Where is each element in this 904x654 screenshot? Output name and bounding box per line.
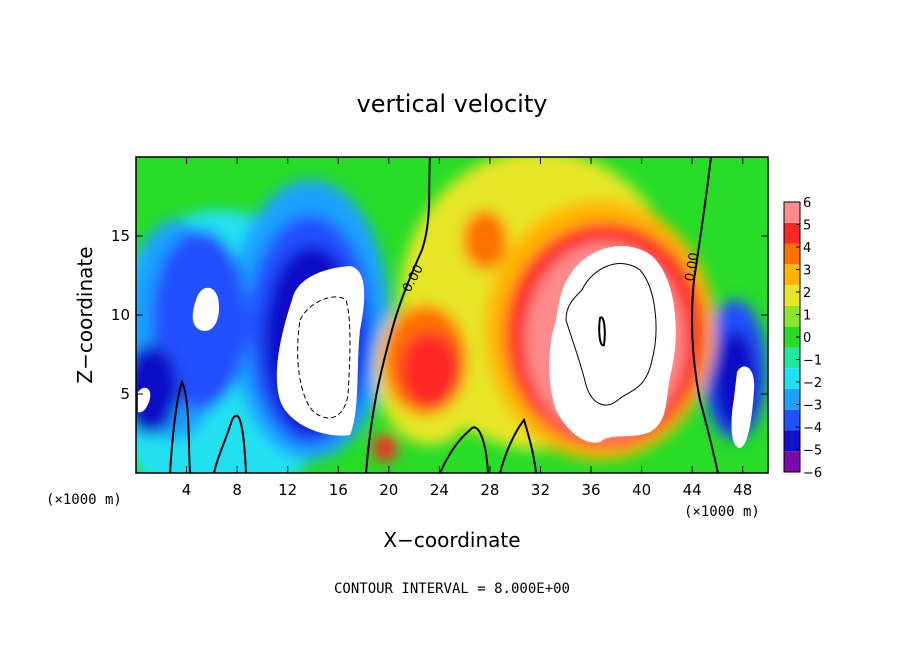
x-tick-label: 40 <box>632 481 651 499</box>
colorbar-swatch <box>784 388 800 410</box>
colorbar-label: −6 <box>803 466 822 481</box>
zero-contour <box>365 157 431 473</box>
y-axis-label: Z−coordinate <box>73 246 97 383</box>
colorbar-swatch <box>784 243 800 265</box>
colorbar-label: 6 <box>803 196 811 211</box>
contour-interval-note: CONTOUR INTERVAL = 8.000E+00 <box>334 581 570 597</box>
colorbar-swatch <box>784 222 800 244</box>
colorbar-swatch <box>784 368 800 389</box>
field-blob <box>400 332 460 408</box>
y-tick-label: 5 <box>120 385 130 403</box>
y-axis: 5 10 15 <box>111 227 768 403</box>
x-unit-left: (×1000 m) <box>46 492 122 508</box>
x-tick-label: 4 <box>182 481 192 499</box>
colorbar-swatch <box>784 305 800 327</box>
downdraft-core <box>192 287 220 331</box>
y-tick-label: 15 <box>111 227 130 245</box>
colorbar-swatch <box>784 347 800 369</box>
downdraft-core <box>731 366 755 448</box>
colorbar-swatch <box>784 451 800 472</box>
x-tick-label: 8 <box>232 481 242 499</box>
colorbar-swatch <box>784 326 800 348</box>
colorbar-swatch <box>784 285 800 306</box>
x-tick-label: 32 <box>531 481 550 499</box>
x-axis: 4 8 12 16 20 24 28 32 36 40 44 48 <box>182 157 752 499</box>
colorbar-swatch <box>784 409 800 431</box>
zero-contour <box>499 417 537 473</box>
x-tick-label: 20 <box>379 481 398 499</box>
colorbar-swatch <box>784 264 800 286</box>
colorbar-swatch <box>784 202 800 223</box>
zero-contour <box>439 426 489 473</box>
colorbar-label: 0 <box>803 331 811 346</box>
x-tick-label: 24 <box>430 481 449 499</box>
heatmap-field <box>136 157 768 473</box>
colorbar: 6 5 4 3 2 1 0 −1 −2 −3 −4 −5 −6 <box>783 196 822 481</box>
colorbar-label: −3 <box>803 399 822 414</box>
field-blob <box>136 345 178 435</box>
positive-contour <box>565 263 657 406</box>
colorbar-label: −1 <box>803 354 822 369</box>
colorbar-label: 4 <box>803 241 811 256</box>
colorbar-label: −2 <box>803 376 822 391</box>
negative-contour <box>297 296 351 419</box>
colorbar-label: 2 <box>803 286 811 301</box>
y-tick-label: 10 <box>111 306 130 324</box>
updraft-core <box>549 246 676 443</box>
colorbar-swatch <box>784 430 800 452</box>
colorbar-label: −4 <box>803 421 822 436</box>
x-tick-label: 36 <box>581 481 600 499</box>
contour-label: 0.00 <box>683 251 703 282</box>
downdraft-core <box>276 266 365 436</box>
zero-contour <box>213 414 247 473</box>
contour-lines <box>169 157 719 473</box>
colorbar-label: 1 <box>803 309 811 324</box>
x-axis-label: X−coordinate <box>383 528 520 552</box>
field-blob <box>373 434 397 462</box>
x-tick-label: 28 <box>480 481 499 499</box>
x-tick-label: 44 <box>683 481 702 499</box>
chart-title: vertical velocity <box>357 90 548 118</box>
zero-contour <box>691 157 719 473</box>
x-unit-right: (×1000 m) <box>684 504 760 520</box>
positive-contour <box>598 316 606 347</box>
colorbar-label: 5 <box>803 219 811 234</box>
colorbar-label: −5 <box>803 444 822 459</box>
x-tick-label: 12 <box>278 481 297 499</box>
zero-contour <box>169 379 191 473</box>
colorbar-label: 3 <box>803 264 811 279</box>
x-tick-label: 48 <box>733 481 752 499</box>
x-tick-label: 16 <box>329 481 348 499</box>
field-blob <box>463 210 507 270</box>
